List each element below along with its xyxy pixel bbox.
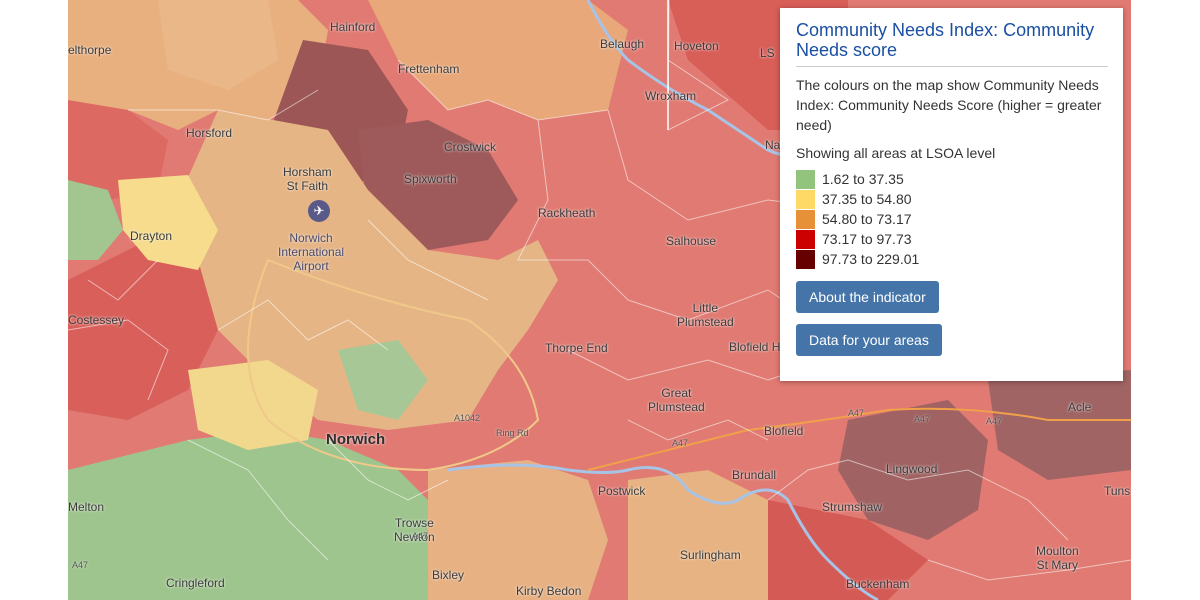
area-red-strumpshaw xyxy=(768,500,928,600)
place-label: Wroxham xyxy=(645,89,697,103)
area-red-northwest xyxy=(68,100,168,200)
legend-swatch xyxy=(796,169,815,189)
place-label: LS xyxy=(760,46,775,60)
place-label: Horsham St Faith xyxy=(283,165,332,193)
level-text: Showing all areas at LSOA level xyxy=(796,145,996,161)
place-label: Rackheath xyxy=(538,206,596,220)
place-label: Postwick xyxy=(598,484,646,498)
area-yellow-centre xyxy=(188,360,318,450)
road-ring xyxy=(247,259,540,472)
legend-label: 37.35 to 54.80 xyxy=(822,191,912,207)
place-label: Hoveton xyxy=(674,39,719,53)
place-label: Costessey xyxy=(68,313,125,327)
legend-swatch xyxy=(796,229,815,249)
place-label: Melton xyxy=(68,500,105,514)
road-label: A47 xyxy=(72,560,89,570)
legend-label: 1.62 to 37.35 xyxy=(822,171,904,187)
place-label: Kirby Bedon xyxy=(516,584,582,598)
area-green-central xyxy=(338,340,428,420)
road-label: Ring Rd xyxy=(496,428,529,438)
city-label: Norwich xyxy=(326,431,386,448)
place-label: Belaugh xyxy=(600,37,645,51)
legend-item: 37.35 to 54.80 xyxy=(796,189,1108,209)
legend-label: 97.73 to 229.01 xyxy=(822,251,920,267)
area-orange-north-central xyxy=(368,0,628,120)
place-label: Crostwick xyxy=(444,140,497,154)
legend-item: 97.73 to 229.01 xyxy=(796,249,1108,269)
river-yare xyxy=(447,463,879,600)
legend-item: 1.62 to 37.35 xyxy=(796,169,1108,189)
legend-swatch xyxy=(796,249,815,269)
airport-icon: ✈ xyxy=(308,200,330,222)
map-canvas xyxy=(68,0,1131,600)
area-tan-north xyxy=(158,0,278,90)
place-label: Surlingham xyxy=(680,548,741,562)
place-label: elthorpe xyxy=(68,43,112,57)
area-green-south xyxy=(68,430,448,600)
place-label: Great Plumstead xyxy=(648,386,705,414)
place-label: Norwich International Airport xyxy=(278,231,345,273)
place-label: Hainford xyxy=(330,20,376,34)
place-label: Na xyxy=(765,138,781,152)
road-label: A47 xyxy=(412,531,429,541)
place-label: Drayton xyxy=(130,229,173,243)
place-label: Moulton St Mary xyxy=(1036,544,1079,572)
legend-item: 54.80 to 73.17 xyxy=(796,209,1108,229)
about-indicator-button[interactable]: About the indicator xyxy=(796,281,939,313)
place-label: Lingwood xyxy=(886,462,938,476)
panel-description: The colours on the map show Community Ne… xyxy=(796,77,1102,133)
area-tan-surlingham xyxy=(628,470,788,600)
place-label: Bixley xyxy=(432,568,465,582)
area-red-west xyxy=(68,240,218,420)
place-label: Blofield H xyxy=(729,340,781,354)
place-label: Strumshaw xyxy=(822,500,883,514)
place-label: Salhouse xyxy=(666,234,717,248)
area-darkred-east xyxy=(988,370,1131,480)
place-label: Little Plumstead xyxy=(677,301,734,329)
road-label: A47 xyxy=(914,414,931,424)
data-for-areas-button[interactable]: Data for your areas xyxy=(796,324,942,356)
legend-label: 73.17 to 97.73 xyxy=(822,231,912,247)
area-tan-south xyxy=(428,460,608,600)
road-label: A47 xyxy=(848,408,865,418)
legend-label: 54.80 to 73.17 xyxy=(822,211,912,227)
legend-panel: Community Needs Index: Community Needs s… xyxy=(780,8,1123,381)
place-label: Horsford xyxy=(186,126,233,140)
area-yellow-drayton xyxy=(118,175,218,270)
legend: 1.62 to 37.35 37.35 to 54.80 54.80 to 73… xyxy=(796,169,1108,269)
legend-swatch xyxy=(796,209,815,229)
place-label: Acle xyxy=(1068,400,1092,414)
panel-title: Community Needs Index: Community Needs s… xyxy=(796,20,1108,67)
area-green-west xyxy=(68,180,123,260)
place-label: Tuns xyxy=(1104,484,1131,498)
road-a47-line xyxy=(587,407,1131,471)
legend-item: 73.17 to 97.73 xyxy=(796,229,1108,249)
legend-swatch xyxy=(796,189,815,209)
place-label: Buckenham xyxy=(846,577,910,591)
place-label: Frettenham xyxy=(398,62,460,76)
place-label: Trowse Newton xyxy=(394,516,435,544)
place-label: Brundall xyxy=(732,468,777,482)
area-tan-central xyxy=(158,110,558,430)
place-label: Blofield xyxy=(764,424,804,438)
place-label: Spixworth xyxy=(404,172,457,186)
road-label: A47 xyxy=(986,416,1003,426)
place-label: Cringleford xyxy=(166,576,225,590)
road-label: A1042 xyxy=(454,413,481,423)
area-darkred-lingwood xyxy=(838,400,988,540)
area-darkred-spixworth xyxy=(358,120,518,250)
road-label: A47 xyxy=(672,438,689,448)
place-label: Thorpe End xyxy=(545,341,608,355)
